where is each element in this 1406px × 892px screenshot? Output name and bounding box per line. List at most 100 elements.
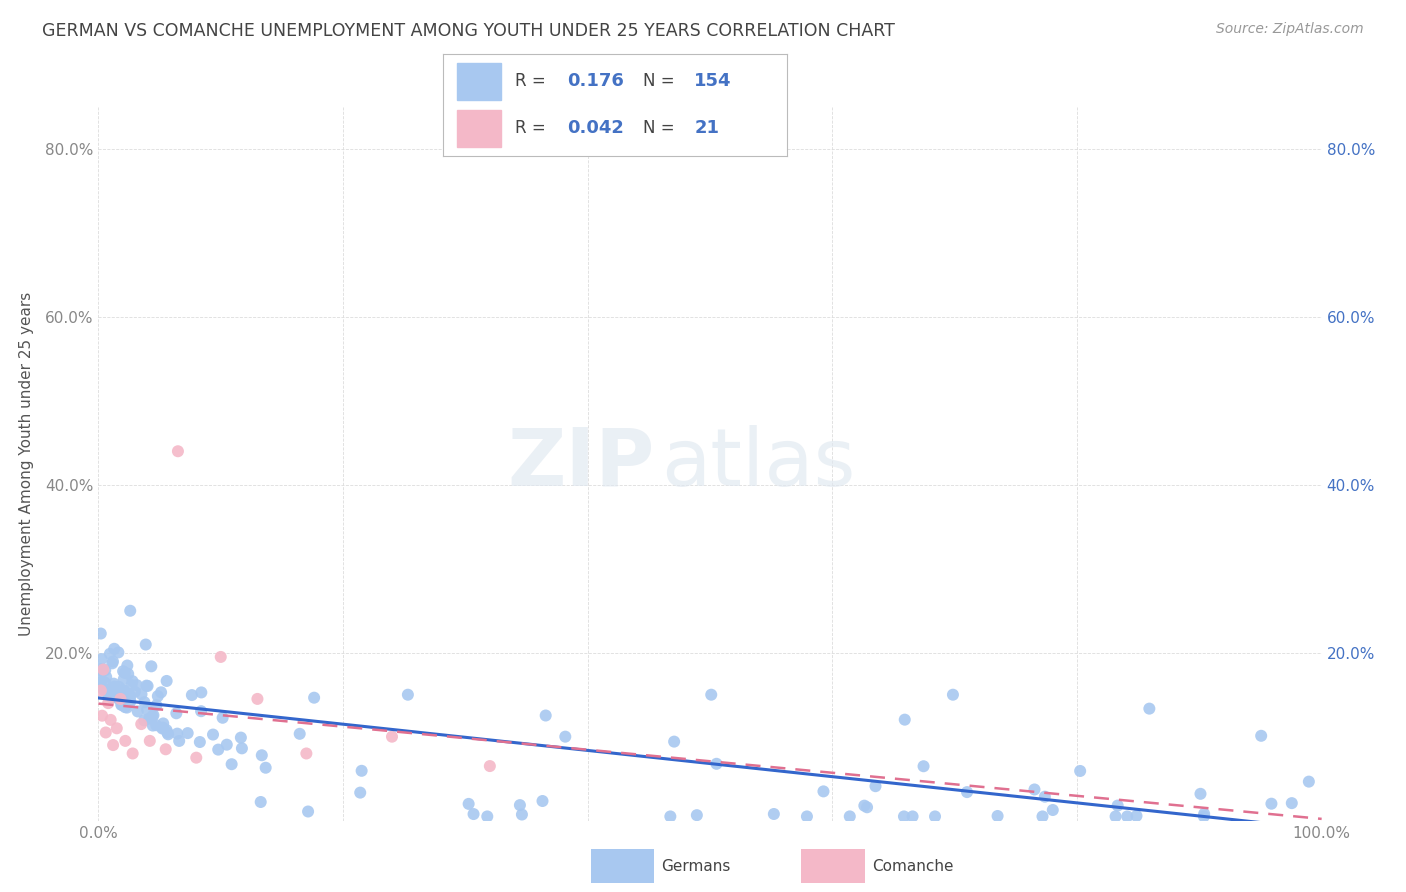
Point	[145, 718, 167, 732]
Point	[114, 694, 136, 708]
Point	[662, 734, 685, 748]
Point	[97, 685, 120, 699]
Point	[1137, 701, 1160, 715]
Point	[987, 809, 1010, 823]
Point	[1298, 774, 1320, 789]
Point	[121, 674, 143, 689]
Point	[124, 685, 146, 699]
Point	[288, 727, 311, 741]
Point	[1033, 789, 1056, 804]
Point	[90, 652, 112, 666]
Point	[98, 647, 121, 661]
Point	[121, 678, 143, 692]
Point	[105, 690, 128, 705]
Point	[156, 673, 179, 688]
Text: 0.176: 0.176	[567, 72, 624, 90]
Point	[229, 731, 252, 745]
Point	[457, 797, 479, 811]
Point	[107, 689, 129, 703]
Point	[152, 721, 174, 735]
Point	[1260, 797, 1282, 811]
Point	[93, 681, 115, 696]
Point	[131, 687, 153, 701]
Point	[117, 658, 139, 673]
Point	[155, 742, 177, 756]
Point	[463, 807, 485, 822]
Point	[96, 685, 118, 699]
Point	[112, 664, 135, 678]
Point	[381, 730, 404, 744]
Point	[114, 700, 136, 714]
Point	[91, 664, 114, 678]
Point	[103, 676, 125, 690]
Point	[1116, 809, 1139, 823]
Point	[180, 688, 202, 702]
Text: 21: 21	[695, 120, 720, 137]
Point	[117, 691, 139, 706]
Point	[686, 808, 709, 822]
Point	[101, 657, 124, 671]
Point	[93, 675, 115, 690]
Point	[207, 742, 229, 756]
Point	[90, 662, 112, 676]
Point	[127, 705, 149, 719]
Point	[150, 685, 173, 699]
Point	[94, 725, 117, 739]
Point	[112, 683, 135, 698]
Point	[349, 786, 371, 800]
Text: 154: 154	[695, 72, 733, 90]
Point	[912, 759, 935, 773]
Point	[91, 708, 114, 723]
Point	[90, 681, 112, 695]
Point	[156, 725, 179, 739]
Point	[105, 682, 128, 697]
Point	[762, 807, 785, 822]
Point	[94, 663, 117, 677]
Text: R =: R =	[515, 72, 546, 90]
Text: GERMAN VS COMANCHE UNEMPLOYMENT AMONG YOUTH UNDER 25 YEARS CORRELATION CHART: GERMAN VS COMANCHE UNEMPLOYMENT AMONG YO…	[42, 22, 896, 40]
Point	[956, 785, 979, 799]
Point	[115, 687, 138, 701]
Point	[138, 712, 160, 726]
Point	[211, 711, 233, 725]
Point	[91, 663, 114, 677]
Point	[350, 764, 373, 778]
Point	[142, 718, 165, 732]
Point	[1069, 764, 1091, 778]
Point	[104, 689, 127, 703]
Point	[1031, 809, 1053, 823]
Point	[114, 734, 136, 748]
Point	[145, 698, 167, 713]
Point	[120, 695, 142, 709]
Y-axis label: Unemployment Among Youth under 25 years: Unemployment Among Youth under 25 years	[18, 292, 34, 636]
Point	[215, 738, 238, 752]
Point	[706, 756, 728, 771]
Point	[942, 688, 965, 702]
Point	[136, 679, 159, 693]
Point	[97, 696, 120, 710]
Point	[141, 659, 163, 673]
Text: N =: N =	[643, 120, 675, 137]
Point	[110, 690, 132, 704]
Point	[93, 684, 115, 698]
Point	[901, 809, 924, 823]
Point	[101, 684, 124, 698]
Point	[250, 748, 273, 763]
Point	[107, 683, 129, 698]
Bar	[457, 110, 502, 147]
Point	[136, 703, 159, 717]
Point	[89, 672, 111, 686]
Point	[114, 690, 136, 705]
Point	[190, 704, 212, 718]
Text: R =: R =	[515, 120, 546, 137]
Point	[838, 809, 860, 823]
Point	[134, 695, 156, 709]
Point	[509, 798, 531, 813]
Point	[856, 800, 879, 814]
Point	[114, 665, 136, 680]
Point	[101, 738, 124, 752]
Point	[190, 685, 212, 699]
Point	[115, 700, 138, 714]
Point	[302, 690, 325, 705]
Point	[142, 708, 165, 723]
